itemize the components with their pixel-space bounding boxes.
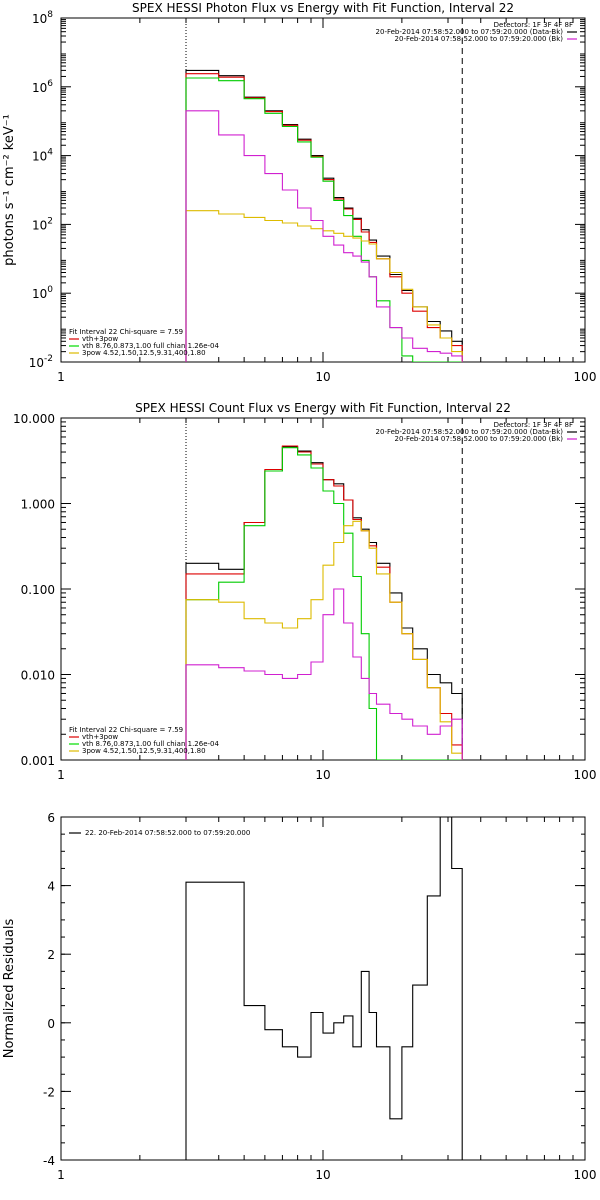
series-4-line [185, 588, 463, 760]
series-group [185, 69, 463, 362]
y-tick-base: 10 [32, 287, 47, 301]
y-tick-label: 10.000 [13, 412, 55, 426]
y-tick-base: 10 [29, 356, 44, 370]
x-tick-label: 10 [315, 370, 330, 384]
chart-title: SPEX HESSI Photon Flux vs Energy with Fi… [132, 1, 514, 15]
legend-entry: 20-Feb-2014 07:58:52.000 to 07:59:20.000… [395, 35, 564, 43]
y-tick-label: 104 [32, 148, 53, 164]
series-1-line [185, 73, 463, 362]
y-tick-label: 1.000 [21, 498, 55, 512]
series-3-line [185, 520, 463, 760]
y-tick-base: 10 [32, 150, 47, 164]
y-tick-exponent: 8 [47, 10, 53, 20]
y-tick-label: -4 [43, 1154, 55, 1168]
axes-frame [60, 17, 586, 363]
series-group [185, 817, 463, 1160]
legend-entry: 20-Feb-2014 07:58:52.000 to 07:59:20.000… [376, 428, 564, 436]
series-4-line [185, 110, 463, 362]
y-tick-label: 0.010 [21, 669, 55, 683]
series-group [185, 445, 463, 760]
series-1-line [185, 445, 463, 760]
legend-bottom-header: Fit Interval 22 Chi-square = 7.59 [69, 328, 183, 336]
x-tick-label: 1 [57, 1168, 65, 1182]
legend-entry: 20-Feb-2014 07:58:52.000 to 07:59:20.000… [376, 28, 564, 36]
x-tick-label: 10 [315, 1168, 330, 1182]
y-tick-label: 6 [47, 811, 55, 825]
y-tick-label: 0.001 [21, 754, 55, 768]
legend-entry: 3pow 4.52,1.50,12.5,9.31,400,1.80 [82, 747, 206, 755]
x-tick-label: 1 [57, 370, 65, 384]
y-tick-label: -2 [43, 1085, 55, 1099]
legend-entry: vth+3pow [82, 335, 118, 343]
series-0-line [185, 69, 463, 362]
y-tick-exponent: 4 [47, 148, 53, 158]
legend-top-header: Detectors: 1F 3F 4F 8F [494, 421, 573, 429]
y-tick-label: 10-2 [29, 354, 53, 370]
x-tick-label: 100 [574, 1168, 597, 1182]
legend-top-header: Detectors: 1F 3F 4F 8F [494, 21, 573, 29]
y-tick-label: 2 [47, 948, 55, 962]
y-tick-label: 100 [32, 285, 53, 301]
x-tick-label: 100 [574, 768, 597, 782]
series-0-line [185, 817, 463, 1160]
y-tick-base: 10 [32, 81, 47, 95]
y-tick-base: 10 [32, 12, 47, 26]
panel-2: SPEX HESSI Count Flux vs Energy with Fit… [13, 401, 596, 782]
series-2-line [185, 447, 463, 760]
legend-entry: 3pow 4.52,1.50,12.5,9.31,400,1.80 [82, 349, 206, 357]
series-3-line [185, 210, 463, 362]
x-tick-label: 10 [315, 768, 330, 782]
panel-3: 1 10 100 -4 -2 0 2 4 6 Normalized Residuals 22. 20… [2, 811, 597, 1182]
legend-entry: 22. 20-Feb-2014 07:58:52.000 to 07:59:20… [85, 829, 250, 837]
y-tick-exponent: 0 [47, 285, 53, 295]
y-tick-label: 108 [32, 10, 53, 26]
y-tick-label: 4 [47, 880, 55, 894]
y-tick-exponent: 6 [47, 79, 53, 89]
axes-frame [60, 816, 586, 1161]
legend-entry: vth 8.76,0.873,1.00 full chian 1.26e-04 [82, 342, 220, 350]
y-tick-label: 102 [32, 216, 53, 232]
legend-entry: vth 8.76,0.873,1.00 full chian 1.26e-04 [82, 740, 220, 748]
legend-bottom-header: Fit Interval 22 Chi-square = 7.59 [69, 726, 183, 734]
legend-entry: vth+3pow [82, 733, 118, 741]
y-tick-label: 0.100 [21, 583, 55, 597]
y-axis-label: photons s⁻¹ cm⁻² keV⁻¹ [2, 114, 17, 266]
y-tick-exponent: -2 [44, 354, 53, 364]
series-0-line [185, 446, 463, 760]
series-2-line [185, 77, 463, 362]
x-tick-label: 100 [574, 370, 597, 384]
x-tick-label: 1 [57, 768, 65, 782]
y-tick-label: 106 [32, 79, 53, 95]
y-tick-exponent: 2 [47, 216, 53, 226]
y-tick-base: 10 [32, 218, 47, 232]
panel-1: SPEX HESSI Photon Flux vs Energy with Fi… [2, 1, 596, 384]
y-axis-label: Normalized Residuals [2, 919, 17, 1059]
chart-title: SPEX HESSI Count Flux vs Energy with Fit… [135, 401, 511, 415]
legend-entry: 20-Feb-2014 07:58:52.000 to 07:59:20.000… [395, 435, 564, 443]
y-tick-label: 0 [47, 1017, 55, 1031]
